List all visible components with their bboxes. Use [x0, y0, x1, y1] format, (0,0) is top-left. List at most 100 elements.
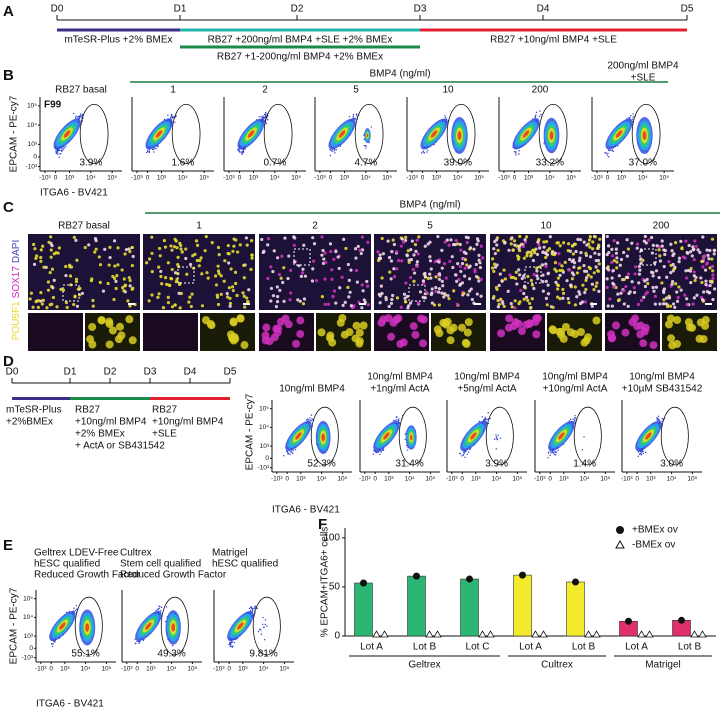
nucleus [418, 290, 423, 294]
event-dot [79, 117, 81, 119]
nucleus [532, 286, 536, 291]
day-label: D5 [224, 367, 237, 378]
event-dot [554, 451, 557, 454]
event-dot [153, 151, 155, 153]
nucleus [386, 239, 390, 243]
nucleus [509, 242, 513, 246]
event-dot [555, 454, 557, 456]
nucleus [692, 296, 696, 300]
event-dot [290, 450, 292, 453]
gate-percent: 9.81% [249, 649, 277, 660]
nucleus [462, 291, 466, 295]
event-dot [552, 452, 555, 454]
x-tick-label: -10³ [39, 175, 51, 182]
nucleus [455, 302, 459, 306]
nucleus [35, 299, 39, 303]
nucleus [670, 282, 674, 286]
nucleus [696, 248, 700, 252]
event-dot [310, 414, 313, 416]
image-title: RB27 basal [58, 221, 110, 232]
nucleus [581, 283, 585, 287]
event-dot [467, 451, 470, 453]
density [642, 131, 647, 140]
event-dot [534, 117, 537, 119]
inset-nucleus [270, 333, 279, 342]
nucleus [568, 257, 572, 262]
inset-nucleus [592, 316, 601, 325]
nucleus [366, 303, 370, 307]
inset-nucleus [566, 328, 575, 337]
event-dot [65, 145, 67, 148]
gate-percent: 31.4% [395, 459, 423, 470]
nucleus [525, 251, 529, 255]
plot-title: Stem cell qualified [120, 559, 201, 570]
nucleus [491, 266, 495, 270]
nucleus [334, 301, 338, 305]
event-dot [539, 110, 541, 112]
nucleus [189, 304, 193, 309]
nucleus [458, 282, 463, 286]
zoom-box [408, 284, 426, 302]
nucleus [706, 253, 710, 258]
point [625, 617, 632, 625]
nucleus [128, 304, 132, 308]
nucleus [528, 306, 533, 310]
nucleus [624, 284, 628, 289]
nucleus [684, 239, 688, 243]
nucleus [214, 283, 219, 287]
nucleus [400, 237, 405, 241]
density [338, 130, 346, 138]
nucleus [414, 249, 418, 253]
nucleus [107, 263, 111, 267]
nucleus [583, 290, 587, 295]
triangle-point [531, 630, 540, 638]
nucleus [381, 252, 386, 256]
nucleus [643, 279, 647, 283]
event-dot [163, 118, 166, 121]
y-tick-label: 0 [29, 645, 33, 652]
event-dot [540, 113, 542, 116]
nucleus [422, 281, 426, 285]
x-tick-label: 0 [285, 476, 289, 483]
x-tick-label: 10⁵ [187, 666, 197, 673]
nucleus [537, 238, 541, 242]
y-axis-label: EPCAM - PE-cy7 [245, 393, 256, 470]
nucleus [594, 258, 598, 263]
phase-bar [150, 397, 230, 400]
nucleus [437, 303, 441, 307]
event-dot [420, 152, 423, 154]
nucleus [546, 283, 550, 287]
nucleus [452, 289, 456, 293]
event-dot [639, 453, 642, 455]
event-dot [57, 149, 60, 151]
nucleus [508, 273, 512, 277]
nucleus [243, 305, 247, 309]
nucleus [465, 263, 469, 267]
nucleus [526, 274, 530, 279]
nucleus [544, 239, 549, 244]
event-dot [657, 415, 660, 417]
event-dot [630, 115, 632, 117]
flow-plot: 37.0% -10³ 0 10³ 10⁴ 10⁵ [591, 97, 674, 182]
legend-marker [615, 539, 625, 549]
nucleus [365, 279, 369, 284]
bar [460, 578, 479, 637]
nucleus [447, 297, 451, 301]
nucleus [440, 248, 444, 252]
event-dot [267, 119, 269, 121]
stain-name: DAPI [11, 240, 22, 263]
plot-title: RB27 basal [55, 85, 107, 96]
y-tick-label: 0 [334, 631, 340, 642]
nucleus [522, 291, 526, 296]
nucleus [377, 256, 381, 260]
nucleus [177, 291, 181, 295]
point [466, 575, 473, 583]
inset-nucleus [117, 331, 126, 340]
x-tick-label: 10³ [524, 175, 534, 182]
nucleus [216, 302, 221, 307]
event-dot [547, 451, 550, 454]
zoom-box [639, 248, 657, 266]
nucleus [677, 256, 682, 260]
nucleus [320, 253, 324, 257]
